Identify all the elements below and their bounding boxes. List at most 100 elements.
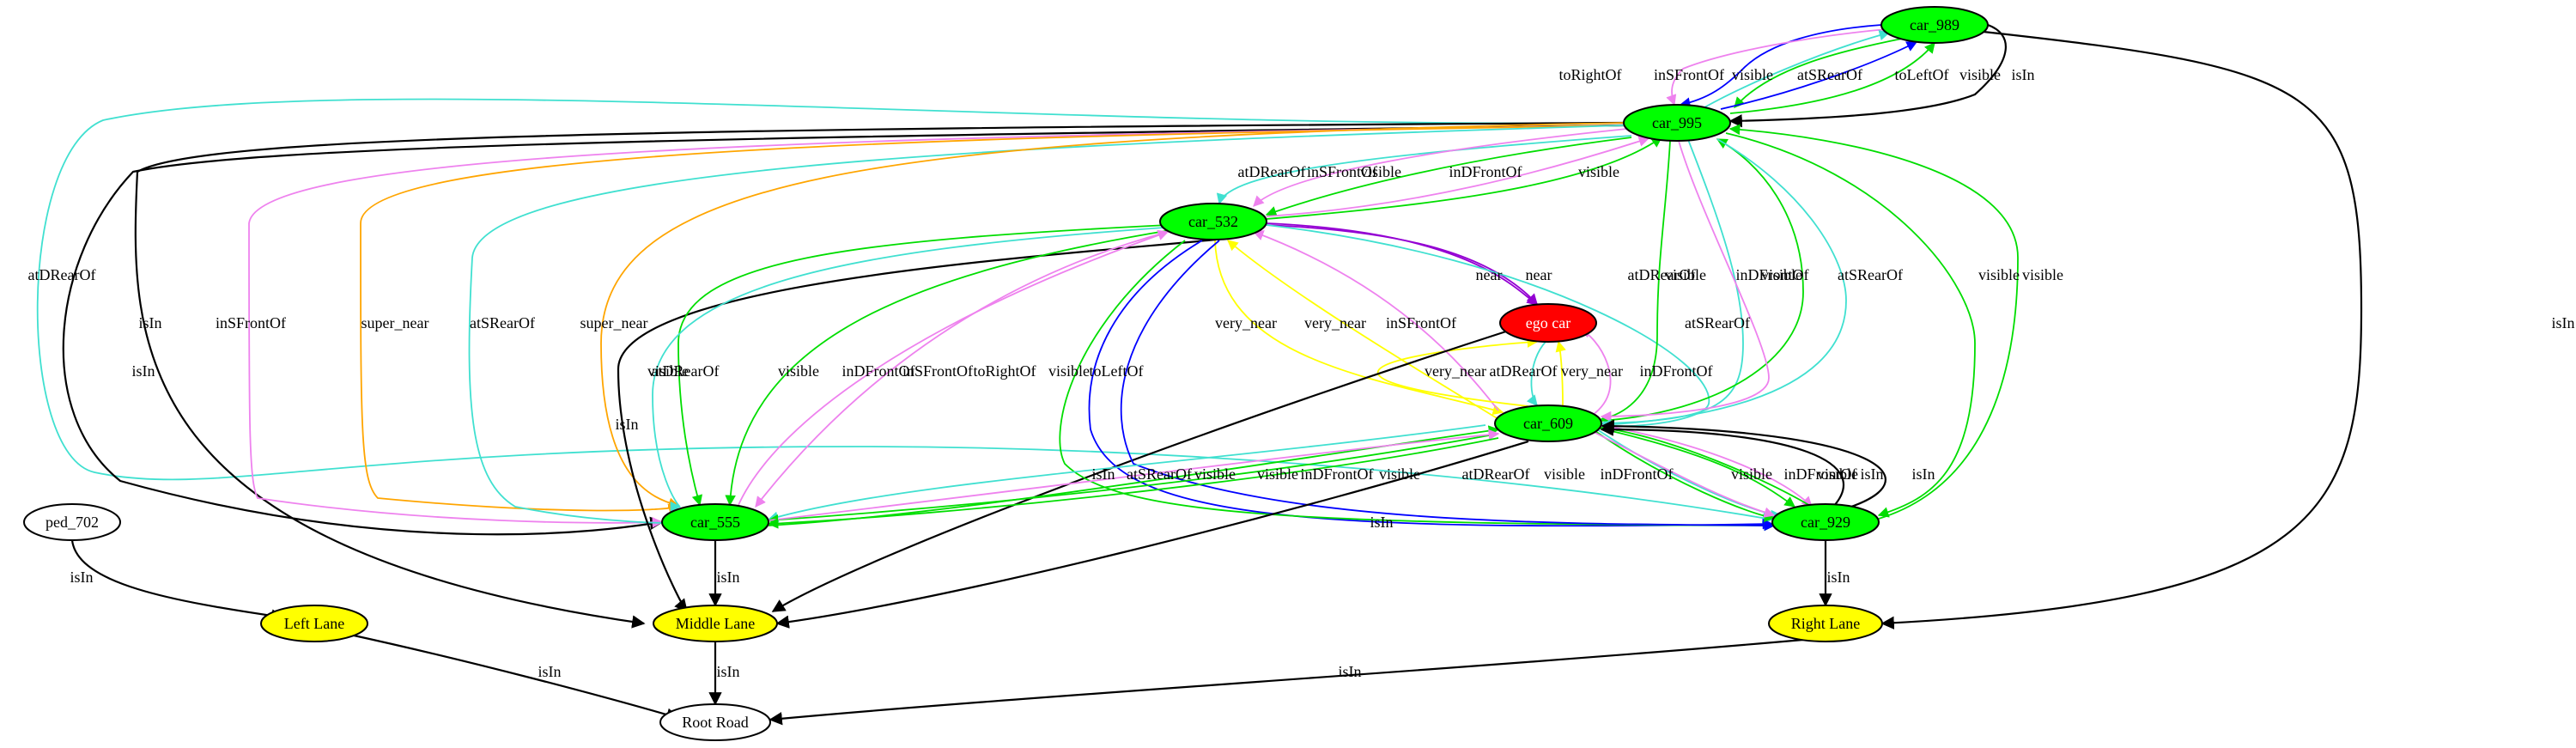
edge-label-inSFrontOf: inSFrontOf [216,314,286,331]
node-shape [260,605,368,642]
edge-very_near [1555,340,1566,406]
edge-label-atSRearOf: atSRearOf [1127,465,1192,483]
edge-visible [1600,423,1813,508]
node-car-929[interactable]: car_929 [1771,503,1880,541]
edge-label-inDFrontOf: inDFrontOf [1640,362,1713,380]
edge-super_near [600,122,1625,508]
edge-near [1266,224,1538,305]
edge-label-toLeftOf: toLeftOf [1895,66,1949,83]
edge-isIn [134,121,1625,629]
edge-label-visible: visible [2022,266,2063,283]
edge-visible [1592,429,1776,522]
edge-toLeftOf [1720,41,1918,110]
edge-label-visible: visible [1360,163,1401,180]
edge-very_near [1214,240,1504,416]
node-label: car_609 [1523,415,1573,432]
node-right-lane[interactable]: Right Lane [1768,605,1883,642]
edge-inSFrontOf [1252,230,1499,411]
edge-label-toRightOf: toRightOf [973,362,1036,380]
node-label: car_995 [1652,114,1702,131]
edge-label-visible: visible [1978,266,2020,283]
edge-label-visible: visible [1194,465,1236,483]
edge-isIn [1601,419,1886,510]
edge-label-inDFrontOf: inDFrontOf [1301,465,1374,483]
edge-isIn [771,328,1512,612]
edge-label-atSRearOf: atSRearOf [470,314,535,331]
edge-visible [677,224,1169,507]
edge-atDRearOf [36,98,1774,524]
edge-label-atDRearOf: atDRearOf [1490,362,1558,380]
node-label: ego car [1526,314,1571,331]
edge-visible [1266,137,1663,220]
edge-visible [725,229,1171,507]
node-middle-lane[interactable]: Middle Lane [653,605,778,642]
edge-atSRearOf [1704,29,1891,108]
edge-visible [767,437,1499,529]
edge-label-inSFrontOf: inSFrontOf [1654,66,1724,83]
edge-label-isIn: isIn [538,663,562,680]
edge-label-inSFrontOf: inSFrontOf [1386,314,1456,331]
node-car-989[interactable]: car_989 [1880,6,1989,44]
edge-inDFrontOf [1266,136,1650,217]
node-car-995[interactable]: car_995 [1623,104,1731,142]
edge-label-isIn: isIn [616,416,639,433]
node-label: car_989 [1910,16,1959,33]
node-shape [1768,605,1883,642]
node-label: car_532 [1188,213,1238,230]
edge-label-super_near: super_near [580,314,648,331]
edge-inDFrontOf [1588,429,1776,518]
node-label: ped_702 [46,514,99,531]
edge-toRightOf [1679,24,1882,108]
edge-isIn [1728,23,2007,128]
edge-label-isIn: isIn [2012,66,2035,83]
edge-label-very_near: very_near [1215,314,1277,331]
edge-label-visible: visible [1959,66,2001,83]
node-label: Root Road [682,714,749,731]
edge-toRightOf [1088,240,1774,530]
edge-visible [1059,240,1776,532]
edge-label-inDFrontOf: inDFrontOf [842,362,915,380]
edge-label-visible: visible [1731,465,1772,483]
edge-visible [767,433,1499,526]
edge-label-atDRearOf: atDRearOf [28,266,96,283]
node-car-555[interactable]: car_555 [661,503,769,541]
edge-inSFrontOf [1253,128,1628,207]
edge-label-visible: visible [1761,266,1802,283]
edge-label-atSRearOf: atSRearOf [1685,314,1750,331]
node-car-532[interactable]: car_532 [1159,203,1267,240]
edge-atSRearOf [767,424,1486,522]
edge-atSRearOf [1600,138,1847,430]
edge-inDFrontOf [768,429,1500,521]
node-ego-car[interactable]: ego car [1499,303,1597,343]
edge-labels-layer: toRightOf inSFrontOf visible atSRearOf toLef… [28,66,2575,680]
edge-label-isIn: isIn [1912,465,1935,483]
edge-atSRearOf [468,125,1625,529]
edge-isIn [1880,30,2363,629]
edge-label-visible: visible [778,362,819,380]
edge-label-very_near: very_near [1304,314,1366,331]
edge-label-isIn: isIn [139,314,162,331]
node-car-609[interactable]: car_609 [1494,404,1602,442]
edge-inSFrontOf [755,231,1169,508]
node-root-road[interactable]: Root Road [659,703,771,741]
edge-inDFrontOf [1601,424,1813,508]
edge-inSFrontOf [1666,28,1887,106]
edge-label-visible: visible [1048,362,1090,380]
node-left-lane[interactable]: Left Lane [260,605,368,642]
edge-toLeftOf [1120,240,1776,532]
edge-label-visible: visible [647,362,689,380]
edge-label-isIn: isIn [132,362,155,380]
edge-visible [1600,140,1671,423]
edge-label-inDFrontOf: inDFrontOf [1449,163,1522,180]
edge-label-visible: visible [1379,465,1420,483]
edge-label-very_near: very_near [1561,362,1623,380]
edge-label-isIn: isIn [1861,465,1884,483]
edge-label-visible: visible [1665,266,1706,283]
edge-inDFrontOf [1600,140,1770,423]
edge-visible [1734,38,1903,108]
edge-label-inSFrontOf: inSFrontOf [902,362,973,380]
node-ped-702[interactable]: ped_702 [23,503,121,541]
node-label: car_555 [690,514,740,531]
edge-label-atDRearOf: atDRearOf [652,362,720,380]
